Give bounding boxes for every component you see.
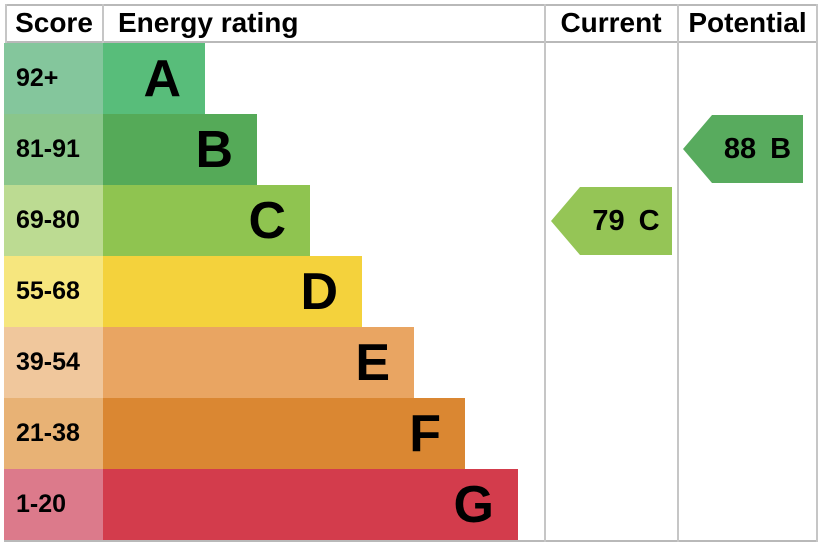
header-current: Current <box>560 7 662 38</box>
rating-letter: E <box>355 333 390 392</box>
rating-bar: C <box>103 185 310 256</box>
rating-bar: D <box>103 256 362 327</box>
header-underline <box>5 41 818 43</box>
score-range-cell: 55-68 <box>4 256 103 327</box>
header-left-border-line <box>5 4 7 43</box>
score-range-label: 39-54 <box>16 348 80 376</box>
rating-bar: E <box>103 327 414 398</box>
band-row-a: 92+ A <box>4 43 818 114</box>
score-range-label: 69-80 <box>16 206 80 234</box>
top-border-line <box>5 4 818 6</box>
score-range-cell: 92+ <box>4 43 103 114</box>
band-row-d: 55-68 D <box>4 256 818 327</box>
band-row-e: 39-54 E <box>4 327 818 398</box>
score-range-label: 21-38 <box>16 419 80 447</box>
current-column-left-line <box>544 4 546 542</box>
band-row-b: 81-91 B <box>4 114 818 185</box>
score-range-cell: 69-80 <box>4 185 103 256</box>
bottom-border-line <box>4 540 818 542</box>
rating-letter: B <box>195 120 233 179</box>
header-score: Score <box>15 7 93 38</box>
rating-letter: G <box>453 475 494 534</box>
potential-column-left-line <box>677 4 679 542</box>
rating-bar: G <box>103 469 518 540</box>
score-range-cell: 39-54 <box>4 327 103 398</box>
band-row-g: 1-20 G <box>4 469 818 540</box>
current-rating-arrow: 79 C <box>551 187 672 255</box>
score-column-divider-line <box>102 4 104 43</box>
rating-letter: C <box>248 191 286 250</box>
rating-bar: F <box>103 398 465 469</box>
score-range-cell: 81-91 <box>4 114 103 185</box>
band-row-f: 21-38 F <box>4 398 818 469</box>
band-row-c: 69-80 C <box>4 185 818 256</box>
rating-bands: 92+ A 81-91 B 69-80 C 55-68 D 39-54 E 21… <box>4 43 818 540</box>
score-range-label: 81-91 <box>16 135 80 163</box>
score-range-label: 55-68 <box>16 277 80 305</box>
rating-letter: D <box>300 262 338 321</box>
rating-bar: A <box>103 43 205 114</box>
score-range-label: 1-20 <box>16 490 67 518</box>
rating-bar: B <box>103 114 257 185</box>
potential-rating-arrow: 88 B <box>683 115 803 183</box>
header-potential: Potential <box>688 7 807 38</box>
rating-letter: A <box>143 49 181 108</box>
score-range-cell: 21-38 <box>4 398 103 469</box>
potential-score-value: 88 <box>723 132 757 165</box>
score-range-label: 92+ <box>16 64 59 92</box>
rating-letter: F <box>409 404 441 463</box>
potential-rating-letter: B <box>770 132 792 165</box>
header-energy-rating: Energy rating <box>118 7 299 38</box>
right-border-line <box>816 4 818 542</box>
current-score-value: 79 <box>592 204 625 237</box>
score-range-cell: 1-20 <box>4 469 103 540</box>
current-rating-letter: C <box>638 204 660 237</box>
